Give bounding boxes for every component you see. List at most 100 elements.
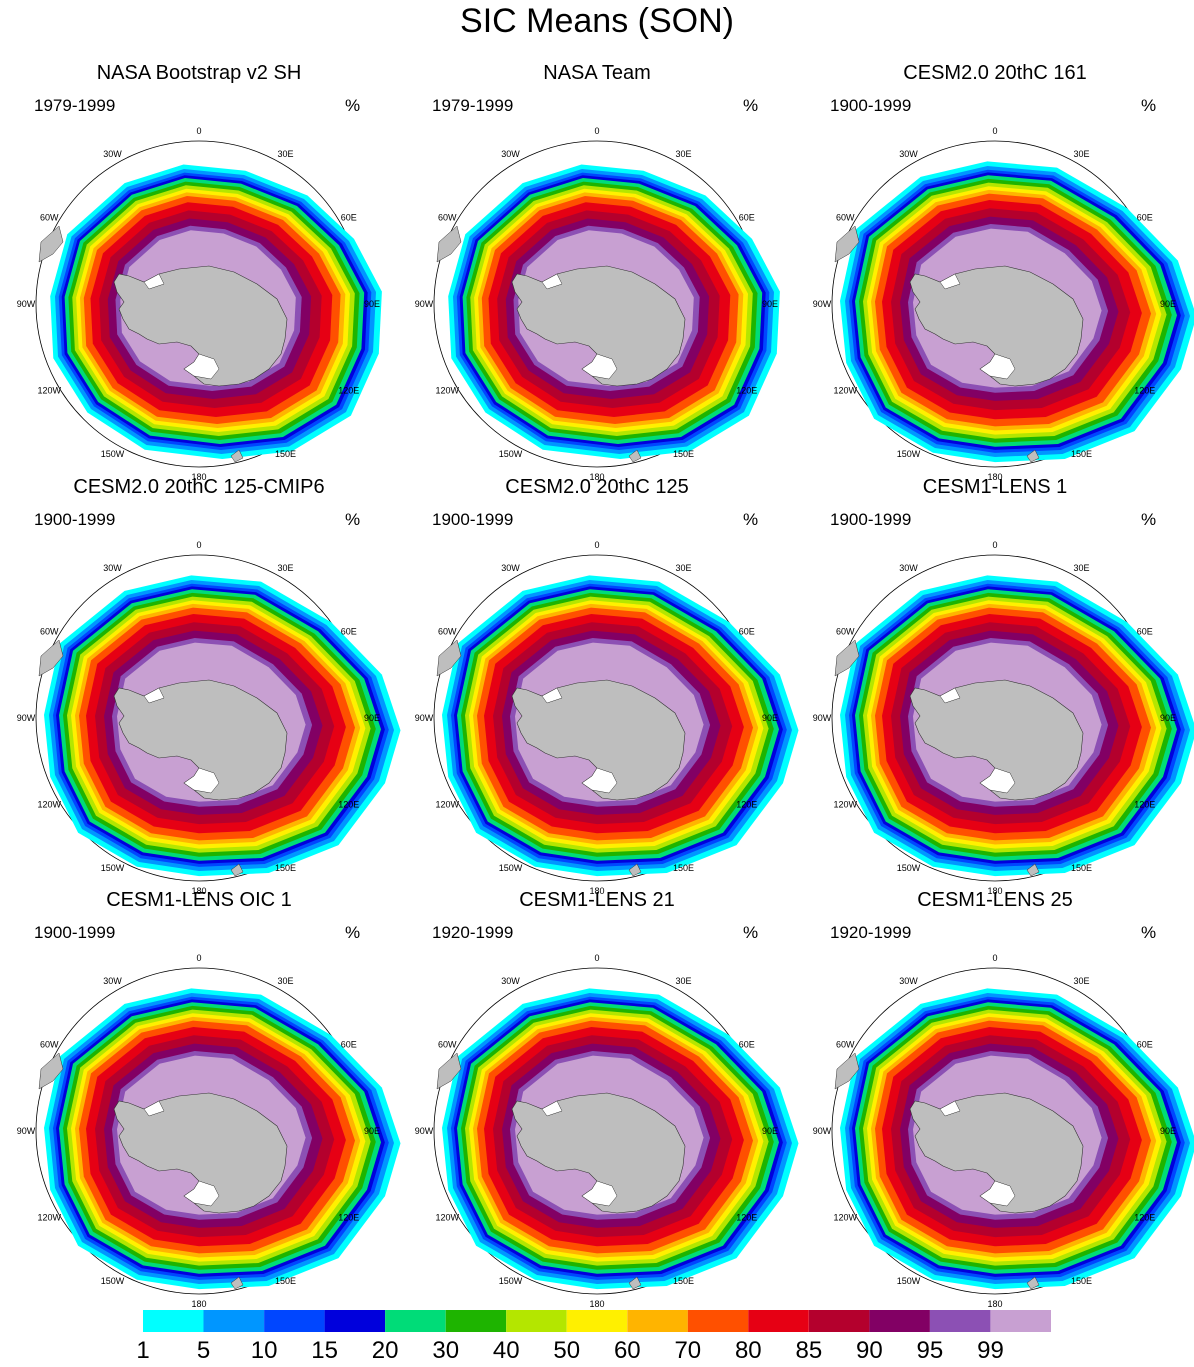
longitude-label: 180 — [191, 886, 206, 896]
panel-units: % — [743, 923, 759, 942]
longitude-label: 180 — [987, 886, 1002, 896]
longitude-label: 0 — [196, 540, 201, 550]
longitude-label: 60E — [1137, 1040, 1153, 1050]
new-zealand-landmass — [230, 1276, 244, 1290]
ronne-ice-shelf — [541, 273, 563, 290]
map-panel: CESM1-LENS 1 1900-1999% 0 30E 60E 90E 120E 150E… — [796, 476, 1194, 896]
longitude-label: 0 — [594, 540, 599, 550]
panel-title: NASA Bootstrap v2 SH — [96, 62, 302, 84]
new-zealand-landmass — [1026, 1276, 1040, 1290]
longitude-label: 60E — [1137, 213, 1153, 223]
panel-period: 1979-1999 — [432, 96, 514, 115]
colorbar-swatch — [385, 1310, 446, 1332]
new-zealand-landmass — [628, 1276, 642, 1290]
polar-map: 0 30E 60E 90E 120E 150E 180 150W 120W 90W 60W 30W — [17, 953, 401, 1309]
panel-title: CESM1-LENS OIC 1 — [106, 889, 292, 911]
polar-map: 0 30E 60E 90E 120E 150E 180 150W 120W 90W 60W 30W — [813, 540, 1194, 896]
south-america-landmass — [38, 225, 64, 263]
south-america-landmass — [436, 1052, 462, 1090]
longitude-label: 120W — [37, 1213, 61, 1223]
longitude-label: 120E — [338, 800, 359, 810]
longitude-label: 150W — [897, 449, 921, 459]
panel-units: % — [1141, 96, 1157, 115]
longitude-label: 60E — [739, 1040, 755, 1050]
longitude-label: 30E — [675, 976, 691, 986]
colorbar-tick-label: 99 — [977, 1337, 1004, 1364]
longitude-label: 90E — [364, 713, 380, 723]
new-zealand-landmass — [628, 449, 642, 463]
colorbar-swatch — [929, 1310, 991, 1332]
longitude-label: 90W — [813, 713, 832, 723]
new-zealand-landmass — [1026, 449, 1040, 463]
longitude-label: 150W — [499, 449, 523, 459]
longitude-label: 150E — [1071, 1276, 1092, 1286]
colorbar-tick-label: 10 — [251, 1337, 278, 1364]
colorbar-tick-label: 20 — [372, 1337, 399, 1364]
ross-ice-shelf — [979, 1180, 1016, 1207]
longitude-label: 30E — [675, 563, 691, 573]
sea-ice-field — [50, 164, 382, 459]
panel-title: CESM1-LENS 25 — [917, 889, 1073, 911]
longitude-label: 120E — [736, 1213, 757, 1223]
panel-title: NASA Team — [543, 62, 651, 84]
map-panel: CESM1-LENS 21 1920-1999% 0 30E 60E 90E 120E 150… — [398, 889, 799, 1309]
longitude-label: 30W — [899, 976, 918, 986]
longitude-label: 150W — [499, 1276, 523, 1286]
longitude-label: 120W — [833, 386, 857, 396]
longitude-label: 0 — [992, 540, 997, 550]
colorbar: 1 5 10 15 20 30 40 50 60 70 80 85 90 95 99 — [136, 1310, 1051, 1364]
longitude-label: 30W — [501, 976, 520, 986]
longitude-label: 120E — [338, 386, 359, 396]
longitude-label: 150W — [101, 1276, 125, 1286]
colorbar-tick-label: 95 — [917, 1337, 944, 1364]
polar-map: 0 30E 60E 90E 120E 150E 180 150W 120W 90W 60W 30W — [415, 953, 799, 1309]
ronne-ice-shelf — [939, 687, 961, 704]
longitude-label: 0 — [196, 126, 201, 136]
polar-map: 0 30E 60E 90E 120E 150E 180 150W 120W 90W 60W 30W — [17, 540, 401, 896]
ronne-ice-shelf — [939, 1100, 961, 1117]
south-america-landmass — [436, 225, 462, 263]
panel-period: 1900-1999 — [34, 923, 116, 942]
panel-units: % — [743, 96, 759, 115]
longitude-label: 120E — [1134, 1213, 1155, 1223]
longitude-label: 30W — [501, 149, 520, 159]
longitude-label: 60E — [341, 1040, 357, 1050]
polar-map: 0 30E 60E 90E 120E 150E 180 150W 120W 90W 60W 30W — [415, 126, 780, 482]
colorbar-swatch — [506, 1310, 567, 1332]
ross-ice-shelf — [581, 767, 618, 794]
ross-ice-shelf — [979, 767, 1016, 794]
map-panel: NASA Team 1979-1999% 0 30E 60E 90E 120E 150E 180… — [398, 62, 796, 482]
panel-period: 1979-1999 — [34, 96, 116, 115]
colorbar-tick-label: 85 — [796, 1337, 823, 1364]
longitude-label: 30W — [103, 976, 122, 986]
longitude-label: 60E — [1137, 627, 1153, 637]
longitude-label: 30W — [501, 563, 520, 573]
longitude-label: 30E — [675, 149, 691, 159]
ross-ice-shelf — [581, 353, 618, 380]
panel-units: % — [1141, 923, 1157, 942]
longitude-label: 0 — [992, 126, 997, 136]
panel-period: 1900-1999 — [830, 510, 912, 529]
colorbar-tick-label: 60 — [614, 1337, 641, 1364]
longitude-label: 30W — [899, 149, 918, 159]
panel-title: CESM2.0 20thC 161 — [903, 62, 1087, 84]
longitude-label: 150W — [897, 863, 921, 873]
longitude-label: 90E — [762, 1126, 778, 1136]
longitude-label: 60W — [836, 627, 855, 637]
colorbar-tick-label: 5 — [197, 1337, 210, 1364]
new-zealand-landmass — [230, 449, 244, 463]
longitude-label: 120E — [338, 1213, 359, 1223]
colorbar-tick-label: 70 — [674, 1337, 701, 1364]
panel-units: % — [345, 510, 361, 529]
longitude-label: 30E — [277, 149, 293, 159]
longitude-label: 90E — [1160, 299, 1176, 309]
longitude-label: 120W — [435, 1213, 459, 1223]
south-america-landmass — [834, 639, 860, 677]
new-zealand-landmass — [230, 863, 244, 877]
colorbar-swatch — [143, 1310, 204, 1332]
longitude-label: 60W — [40, 213, 59, 223]
colorbar-swatch — [566, 1310, 628, 1332]
colorbar-swatch — [687, 1310, 749, 1332]
map-panel: CESM2.0 20thC 125-CMIP6 1900-1999% 0 30E 60E… — [0, 476, 401, 896]
ronne-ice-shelf — [143, 687, 165, 704]
